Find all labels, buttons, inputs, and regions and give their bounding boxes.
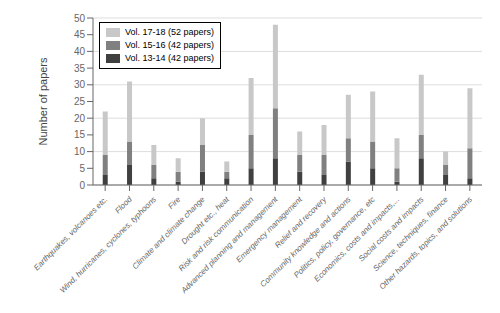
svg-text:Number of papers: Number of papers	[37, 57, 49, 146]
svg-text:Drought etc., heat: Drought etc., heat	[179, 194, 231, 247]
svg-text:Politics, policy, governance,: Politics, policy, governance, etc	[292, 194, 377, 280]
svg-text:Economics, costs and impacts,.: Economics, costs and impacts,...	[312, 195, 401, 284]
svg-text:35: 35	[74, 63, 86, 74]
svg-text:Advanced planning and manageme: Advanced planning and management	[179, 194, 280, 295]
svg-text:Community knowledge and action: Community knowledge and actions	[258, 195, 352, 289]
svg-text:25: 25	[74, 96, 86, 107]
svg-text:0: 0	[79, 180, 85, 191]
html-text:Vol. 15-16 (42 papers): Vol. 15-16 (42 papers)	[125, 40, 215, 50]
html-text:Vol. 13-14 (42 papers): Vol. 13-14 (42 papers)	[125, 53, 215, 63]
svg-text:Earthquakes, volcanoes etc.: Earthquakes, volcanoes etc.	[32, 194, 110, 273]
svg-text:40: 40	[74, 46, 86, 57]
svg-text:Wind, hurricanes, cyclones, ty: Wind, hurricanes, cyclones, typhoons	[58, 195, 158, 295]
svg-text:Social costs and impacts: Social costs and impacts	[356, 194, 426, 264]
svg-text:45: 45	[74, 29, 86, 40]
svg-text:Flood: Flood	[113, 194, 134, 215]
svg-text:50: 50	[74, 13, 86, 24]
svg-text:Science, techniques, finance: Science, techniques, finance	[371, 194, 450, 274]
svg-text:20: 20	[74, 113, 86, 124]
html-text:Vol. 17-18 (52 papers): Vol. 17-18 (52 papers)	[125, 27, 215, 37]
svg-text:Climate and climate change: Climate and climate change	[130, 194, 207, 271]
svg-text:5: 5	[79, 163, 85, 174]
svg-text:15: 15	[74, 129, 86, 140]
svg-text:Other hazards, topics, and sol: Other hazards, topics, and solutions	[377, 195, 474, 292]
svg-text:Relief and recovery: Relief and recovery	[273, 194, 329, 250]
svg-text:Risk and risk communication: Risk and risk communication	[176, 194, 256, 274]
svg-text:Emergency management: Emergency management	[234, 194, 304, 265]
svg-text:Fire: Fire	[166, 194, 182, 210]
svg-text:30: 30	[74, 79, 86, 90]
svg-text:10: 10	[74, 146, 86, 157]
